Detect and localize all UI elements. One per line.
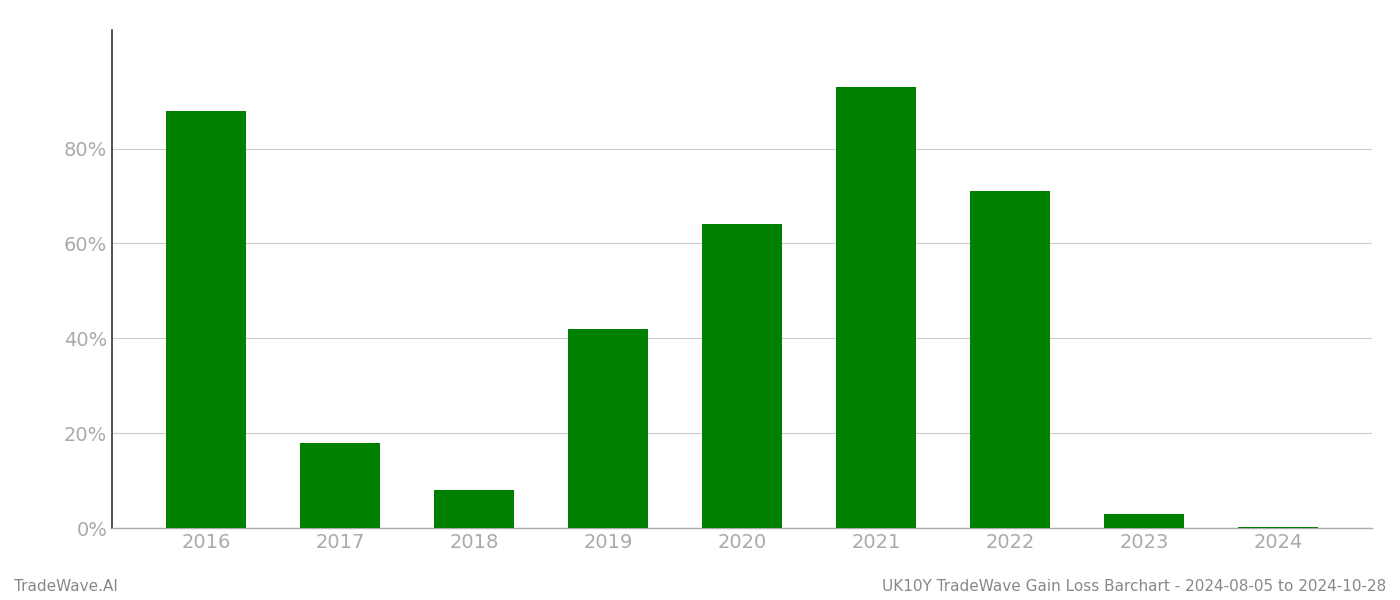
Text: UK10Y TradeWave Gain Loss Barchart - 2024-08-05 to 2024-10-28: UK10Y TradeWave Gain Loss Barchart - 202… bbox=[882, 579, 1386, 594]
Bar bbox=[970, 191, 1050, 528]
Bar bbox=[701, 224, 783, 528]
Bar bbox=[1105, 514, 1184, 528]
Bar bbox=[836, 87, 916, 528]
Bar bbox=[568, 329, 648, 528]
Bar bbox=[300, 443, 379, 528]
Bar bbox=[165, 110, 246, 528]
Bar bbox=[1238, 527, 1319, 528]
Bar bbox=[434, 490, 514, 528]
Text: TradeWave.AI: TradeWave.AI bbox=[14, 579, 118, 594]
